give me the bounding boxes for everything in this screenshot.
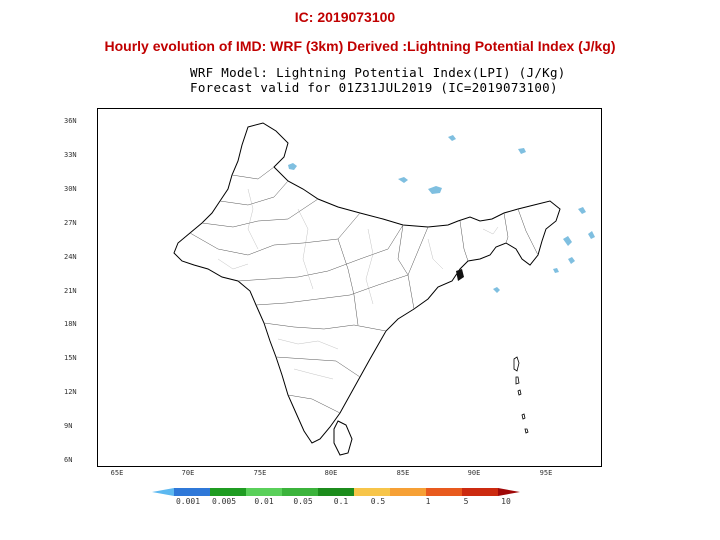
lat-label: 24N [64,253,77,261]
island [517,389,522,396]
lpi-patch [518,148,526,154]
sri-lanka-outline [333,420,353,456]
state-line [517,208,539,256]
state-line [287,394,341,414]
colorbar-segment-6 [354,488,390,496]
lpi-patch [553,268,559,273]
island [515,376,520,385]
lon-label: 85E [396,469,410,477]
colorbar-label: 0.001 [175,497,201,506]
colorbar-segment-5 [318,488,354,496]
colorbar-segment-7 [390,488,426,496]
colorbar-segment-4 [282,488,318,496]
state-line [397,224,415,310]
state-line [275,356,361,378]
lon-label: 65E [110,469,124,477]
lat-label: 12N [64,388,77,396]
lat-label: 21N [64,287,77,295]
colorbar-label: 5 [463,497,469,506]
lat-label: 9N [64,422,73,430]
lon-label: 80E [324,469,338,477]
lpi-patch [288,163,297,170]
state-line [503,212,509,244]
colorbar-label: 0.01 [254,497,274,506]
colorbar-segment-0 [152,488,174,496]
colorbar-segment-8 [426,488,462,496]
colorbar-segment-9 [462,488,498,496]
lpi-patch [448,135,456,141]
district-line [297,208,314,290]
andaman-islands [513,356,529,434]
colorbar-label: 10 [501,497,511,506]
island [513,356,520,372]
lat-label: 27N [64,219,77,227]
model-title: WRF Model: Lightning Potential Index(LPI… [190,65,566,95]
lon-label: 90E [467,469,481,477]
district-line [482,226,499,235]
model-title-line2: Forecast valid for 01Z31JUL2019 (IC=2019… [190,80,558,95]
state-line [231,166,275,180]
state-line [237,224,404,282]
colorbar-label: 0.005 [211,497,237,506]
lpi-patch [563,236,572,246]
product-subtitle: Hourly evolution of IMD: WRF (3km) Deriv… [104,38,616,54]
district-line [427,238,444,270]
island [521,413,526,420]
state-boundaries [189,166,539,414]
colorbar-label: 0.1 [333,497,349,506]
lpi-colorbar [152,488,520,496]
lon-label: 75E [253,469,267,477]
state-line [337,238,359,326]
ic-title: IC: 2019073100 [294,9,396,25]
colorbar-segment-2 [210,488,246,496]
district-line [217,258,249,270]
state-line [459,220,469,262]
colorbar-segment-10 [498,488,520,496]
lpi-patch [428,186,442,194]
colorbar-segment-1 [174,488,210,496]
lpi-patch [493,287,500,293]
lat-label: 18N [64,320,77,328]
state-line [219,180,289,206]
lat-label: 33N [64,151,77,159]
district-line [247,188,259,250]
lpi-patch [588,231,595,239]
map-frame [97,108,602,467]
district-line [365,228,374,305]
colorbar-label: 0.05 [293,497,313,506]
lat-label: 30N [64,185,77,193]
lon-label: 95E [539,469,553,477]
lat-label: 6N [64,456,73,464]
lpi-patch [568,257,575,264]
state-line [263,322,387,332]
lat-label: 15N [64,354,77,362]
island [524,428,529,434]
lpi-patch [578,207,586,214]
india-lpi-map [173,122,595,456]
district-line [277,338,339,350]
model-title-line1: WRF Model: Lightning Potential Index(LPI… [190,65,566,80]
colorbar-label: 0.5 [370,497,386,506]
lon-label: 70E [181,469,195,477]
state-line [201,198,319,228]
bengal-delta [456,269,464,281]
district-boundaries [217,188,499,380]
district-line [293,368,334,380]
colorbar-label: 1 [425,497,431,506]
lpi-patch [398,177,408,183]
colorbar-segment-3 [246,488,282,496]
lat-label: 36N [64,117,77,125]
